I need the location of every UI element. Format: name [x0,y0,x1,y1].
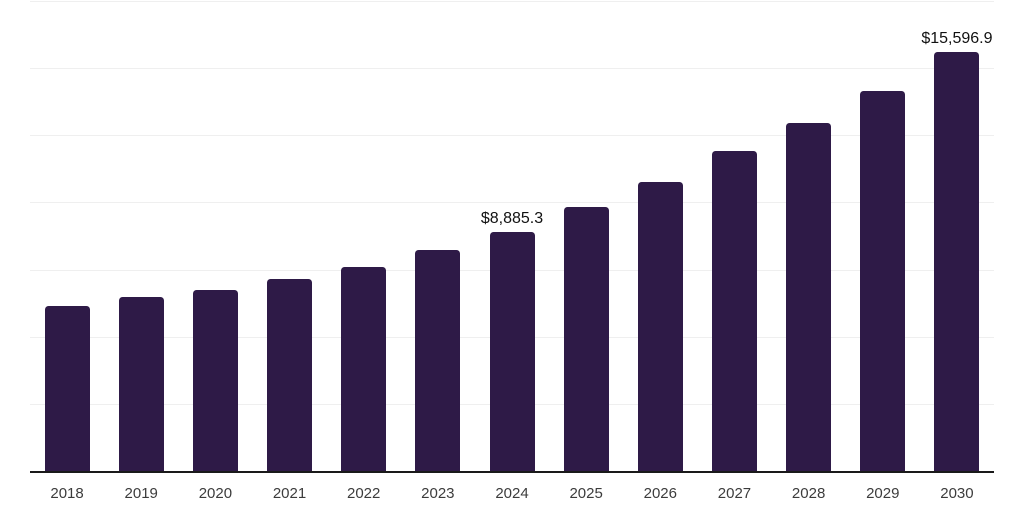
bar-2022 [341,267,387,471]
bar-2030 [934,52,980,471]
x-tick-label-2021: 2021 [272,485,307,502]
x-tick-label-2022: 2022 [347,485,381,502]
bar-2024 [489,232,535,471]
x-tick-label-2023: 2023 [421,485,455,502]
x-tick-label-2027: 2027 [717,485,752,502]
bar-2018 [44,305,90,471]
gridline-17500 [30,1,994,2]
bar-2021 [267,278,313,471]
bar-2029 [860,90,906,471]
bar-2020 [192,289,238,471]
gridline-10000 [30,202,994,204]
bar-2028 [786,123,832,471]
x-tick-label-2026: 2026 [643,485,677,502]
value-label-2030: $15,596.9 [921,30,993,48]
x-axis: 2018 2019 2020 2021 2022 2023 2024 2025 2026 2027… [30,485,994,505]
plot-area: $8,885.3 $15,596.9 [30,1,994,473]
value-label-2024: $8,885.3 [480,210,544,228]
x-tick-label-2018: 2018 [50,485,84,502]
gridline-15000 [30,68,994,70]
bar-2023 [415,249,461,471]
x-tick-label-2029: 2029 [866,485,900,502]
x-tick-label-2024: 2024 [495,485,529,502]
bar-2026 [637,182,683,471]
bar-2019 [118,297,164,471]
bar-2025 [563,207,609,471]
x-tick-label-2020: 2020 [198,485,233,502]
x-tick-label-2030: 2030 [940,485,974,502]
x-tick-label-2028: 2028 [791,485,826,502]
x-tick-label-2025: 2025 [569,485,603,502]
x-tick-label-2019: 2019 [124,485,158,502]
gridline-12500 [30,135,994,137]
bar-2027 [711,151,757,471]
